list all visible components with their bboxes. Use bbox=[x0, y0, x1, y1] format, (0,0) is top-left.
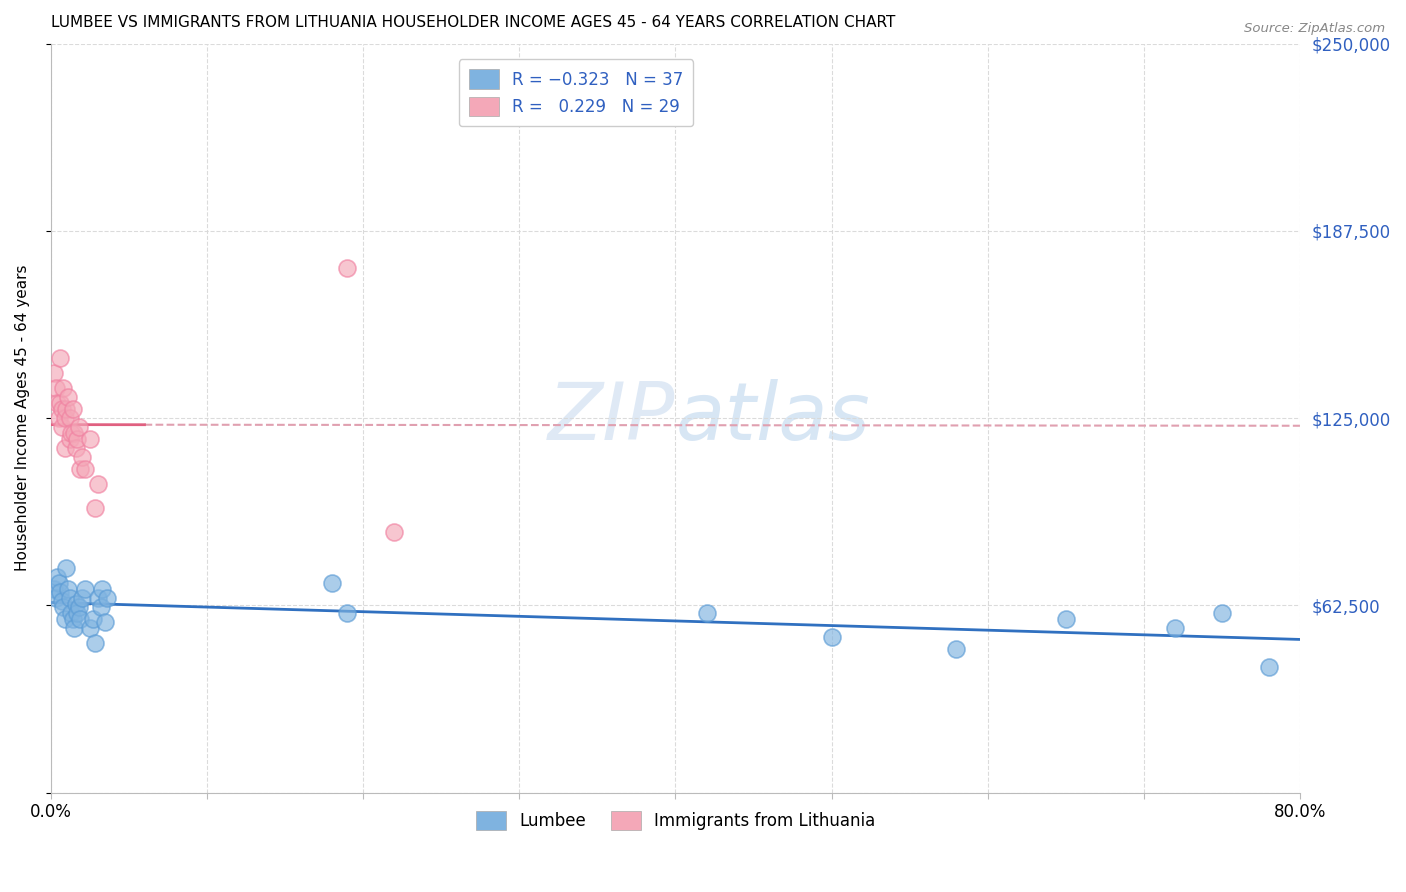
Point bbox=[83, 636, 105, 650]
Point bbox=[69, 612, 91, 626]
Point bbox=[75, 582, 97, 596]
Point bbox=[56, 582, 79, 596]
Point bbox=[83, 501, 105, 516]
Point bbox=[46, 396, 69, 410]
Point bbox=[321, 576, 343, 591]
Point bbox=[63, 426, 86, 441]
Point bbox=[62, 402, 84, 417]
Point bbox=[51, 402, 73, 417]
Point bbox=[820, 630, 842, 644]
Text: ZIP: ZIP bbox=[548, 379, 675, 458]
Point bbox=[51, 420, 73, 434]
Point bbox=[1054, 612, 1077, 626]
Point bbox=[70, 591, 93, 605]
Point bbox=[67, 599, 90, 614]
Point bbox=[55, 561, 77, 575]
Point bbox=[52, 381, 75, 395]
Point bbox=[90, 599, 112, 614]
Point bbox=[49, 351, 72, 366]
Point bbox=[42, 366, 65, 380]
Point bbox=[66, 432, 89, 446]
Point bbox=[56, 390, 79, 404]
Point bbox=[94, 615, 117, 629]
Point bbox=[58, 432, 80, 446]
Point bbox=[44, 381, 66, 395]
Point bbox=[696, 606, 718, 620]
Point bbox=[91, 582, 114, 596]
Point bbox=[70, 450, 93, 464]
Text: Source: ZipAtlas.com: Source: ZipAtlas.com bbox=[1244, 22, 1385, 36]
Point bbox=[79, 432, 101, 446]
Point bbox=[48, 576, 70, 591]
Point bbox=[60, 426, 83, 441]
Point bbox=[46, 570, 69, 584]
Point bbox=[79, 621, 101, 635]
Point bbox=[1211, 606, 1233, 620]
Y-axis label: Householder Income Ages 45 - 64 years: Householder Income Ages 45 - 64 years bbox=[15, 265, 30, 572]
Point bbox=[53, 411, 76, 425]
Point bbox=[49, 585, 72, 599]
Text: LUMBEE VS IMMIGRANTS FROM LITHUANIA HOUSEHOLDER INCOME AGES 45 - 64 YEARS CORREL: LUMBEE VS IMMIGRANTS FROM LITHUANIA HOUS… bbox=[51, 15, 896, 30]
Point bbox=[336, 261, 359, 276]
Point bbox=[48, 411, 70, 425]
Point bbox=[52, 599, 75, 614]
Point bbox=[66, 606, 89, 620]
Point bbox=[44, 591, 66, 605]
Point bbox=[1257, 660, 1279, 674]
Point bbox=[58, 411, 80, 425]
Point bbox=[65, 441, 87, 455]
Point bbox=[96, 591, 118, 605]
Text: atlas: atlas bbox=[675, 379, 870, 458]
Point bbox=[1164, 621, 1187, 635]
Point bbox=[58, 591, 80, 605]
Point bbox=[65, 597, 87, 611]
Point bbox=[55, 402, 77, 417]
Point bbox=[336, 606, 359, 620]
Point bbox=[63, 621, 86, 635]
Point bbox=[86, 477, 108, 491]
Legend: Lumbee, Immigrants from Lithuania: Lumbee, Immigrants from Lithuania bbox=[468, 805, 882, 837]
Point bbox=[42, 582, 65, 596]
Point bbox=[86, 591, 108, 605]
Point bbox=[82, 612, 104, 626]
Point bbox=[51, 594, 73, 608]
Point bbox=[60, 606, 83, 620]
Point bbox=[49, 396, 72, 410]
Point bbox=[69, 462, 91, 476]
Point bbox=[53, 441, 76, 455]
Point bbox=[62, 612, 84, 626]
Point bbox=[67, 420, 90, 434]
Point bbox=[53, 612, 76, 626]
Point bbox=[75, 462, 97, 476]
Point bbox=[382, 524, 405, 539]
Point bbox=[945, 641, 967, 656]
